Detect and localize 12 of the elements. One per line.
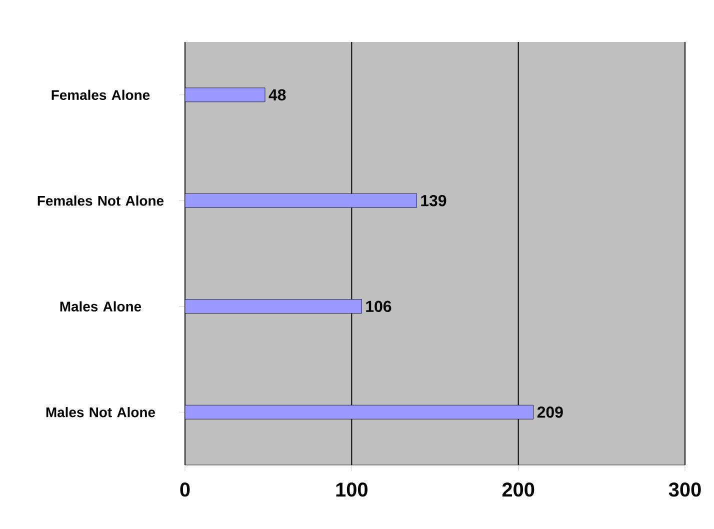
- data-label: 106: [366, 300, 392, 312]
- x-tick-label: 300: [668, 482, 701, 497]
- data-label: 48: [268, 89, 286, 101]
- y-tick-label: Males Alone: [60, 301, 142, 312]
- x-tick-label: 0: [180, 482, 190, 497]
- y-tick-label: Females Alone: [52, 90, 150, 100]
- data-label: 139: [421, 194, 446, 206]
- y-tick-label: Males Not Alone: [46, 407, 156, 418]
- x-tick-label: 100: [336, 482, 368, 497]
- data-label: 209: [537, 406, 563, 418]
- y-tick-label: Females Not Alone: [38, 196, 164, 206]
- x-tick-label: 200: [502, 482, 534, 497]
